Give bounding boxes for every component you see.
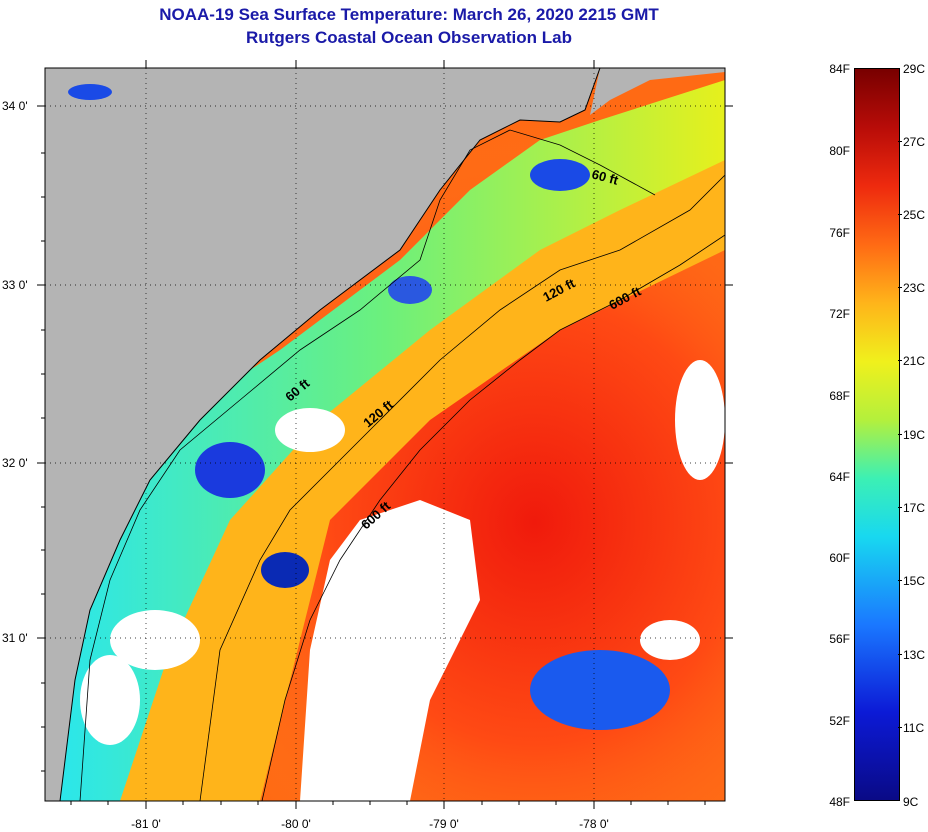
isobath-120ft: [199, 174, 725, 801]
cold-patch: [195, 442, 265, 498]
colorbar-f-label: 56F: [829, 632, 850, 646]
lon-label: -78 0': [579, 817, 609, 831]
cold-patch: [388, 276, 432, 304]
colorbar-c-label: 27C: [903, 135, 926, 149]
sst-map: 60 ft 120 ft 600 ft 60 ft 120 ft 600 ft …: [2, 60, 733, 831]
lat-label: 34 0': [2, 99, 28, 113]
cloud: [275, 408, 345, 452]
colorbar-f-label: 80F: [829, 144, 850, 158]
lat-label: 33 0': [2, 278, 28, 292]
colorbar-c-label: 25C: [903, 208, 926, 222]
map-title: NOAA-19 Sea Surface Temperature: March 2…: [159, 5, 659, 24]
colorbar-c-label: 19C: [903, 428, 926, 442]
colorbar-c-label: 15C: [903, 574, 926, 588]
lon-label: -81 0': [131, 817, 161, 831]
graticule: [45, 68, 725, 801]
land: [590, 68, 725, 115]
map-frame: [44, 67, 726, 802]
colorbar-f-label: 72F: [829, 307, 850, 321]
cloud: [675, 360, 725, 480]
colorbar-c-label: 29C: [903, 62, 926, 76]
coastline: [59, 68, 601, 801]
colorbar-c-label: 21C: [903, 354, 926, 368]
colorbar-f-label: 68F: [829, 389, 850, 403]
colorbar-c-label: 9C: [903, 795, 919, 809]
colorbar-c-label: 11C: [903, 721, 925, 735]
colorbar-c-label: 13C: [903, 648, 926, 662]
colorbar-c-label: 23C: [903, 281, 926, 295]
lat-label: 32 0': [2, 456, 28, 470]
depth-label: 60 ft: [590, 166, 620, 188]
colorbar-f-label: 60F: [829, 551, 850, 565]
cloud: [110, 610, 200, 670]
colorbar-f-label: 64F: [829, 470, 850, 484]
lon-label: -80 0': [281, 817, 311, 831]
colorbar-f-label: 52F: [829, 714, 850, 728]
cloud: [640, 620, 700, 660]
isobath-600ft: [261, 234, 725, 801]
isobath-60ft: [79, 129, 656, 801]
cold-patch: [530, 159, 590, 191]
land: [45, 68, 600, 801]
colorbar: [854, 68, 900, 801]
lon-label: -79 0': [429, 817, 459, 831]
cloud: [300, 500, 480, 801]
cold-patch: [530, 650, 670, 730]
axis-ticks: [37, 60, 733, 809]
colorbar-c-label: 17C: [903, 501, 926, 515]
lat-label: 31 0': [2, 631, 28, 645]
colorbar-f-label: 48F: [829, 795, 850, 809]
cloud: [80, 655, 140, 745]
map-subtitle: Rutgers Coastal Ocean Observation Lab: [246, 28, 572, 47]
cold-patch: [261, 552, 309, 588]
colorbar-f-label: 76F: [829, 226, 850, 240]
lake: [68, 84, 112, 100]
colorbar-f-label: 84F: [829, 62, 850, 76]
